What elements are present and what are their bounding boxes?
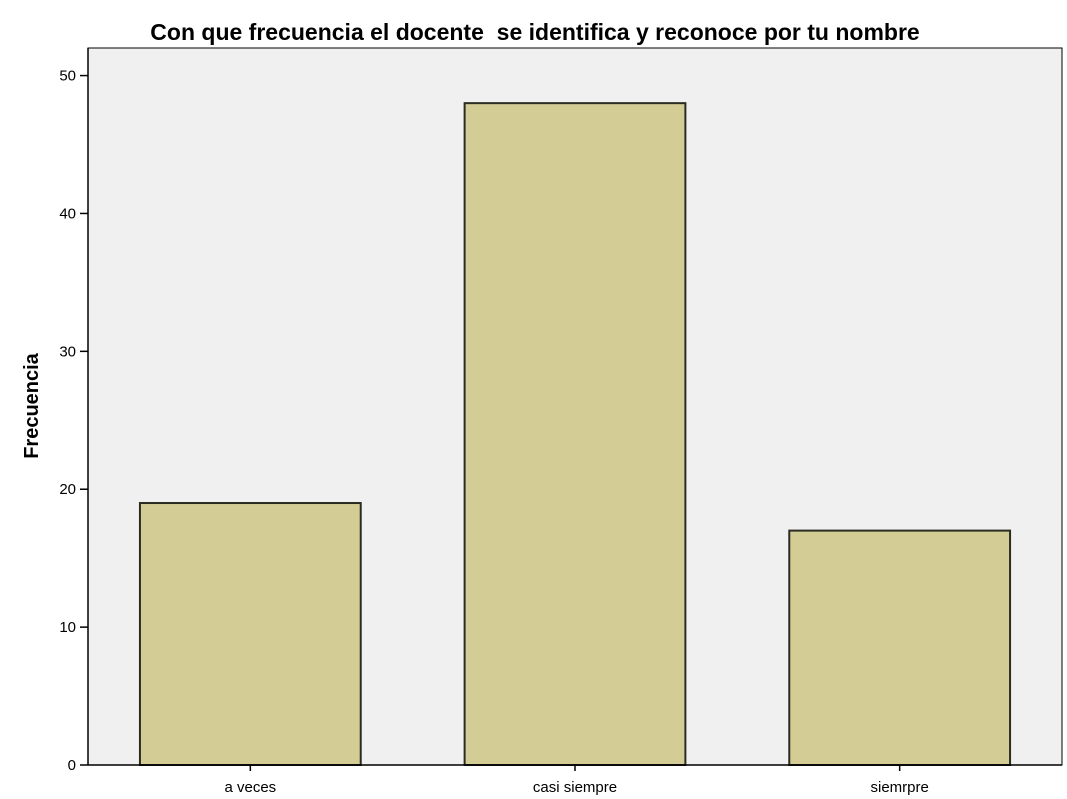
y-tick-label: 0 — [68, 757, 76, 774]
chart-title: Con que frecuencia el docente se identif… — [150, 19, 919, 45]
x-tick-label: a veces — [224, 779, 276, 796]
x-axis-ticks: a veces casi siempre siemrpre — [224, 765, 929, 796]
y-tick-label: 20 — [59, 481, 76, 498]
bar-a-veces — [138, 502, 362, 766]
y-tick-label: 10 — [59, 619, 76, 636]
bar-siemrpre — [788, 529, 1012, 766]
bar-casi-siempre — [463, 102, 687, 766]
bar-series — [138, 102, 1012, 766]
y-tick-label: 40 — [59, 205, 76, 222]
y-tick-label: 30 — [59, 343, 76, 360]
x-tick-label: siemrpre — [870, 779, 928, 796]
y-axis-ticks: 0 10 20 30 40 50 — [59, 68, 88, 774]
y-axis-label: Frecuencia — [21, 352, 43, 458]
x-tick-label: casi siempre — [533, 779, 617, 796]
y-tick-label: 50 — [59, 68, 76, 85]
